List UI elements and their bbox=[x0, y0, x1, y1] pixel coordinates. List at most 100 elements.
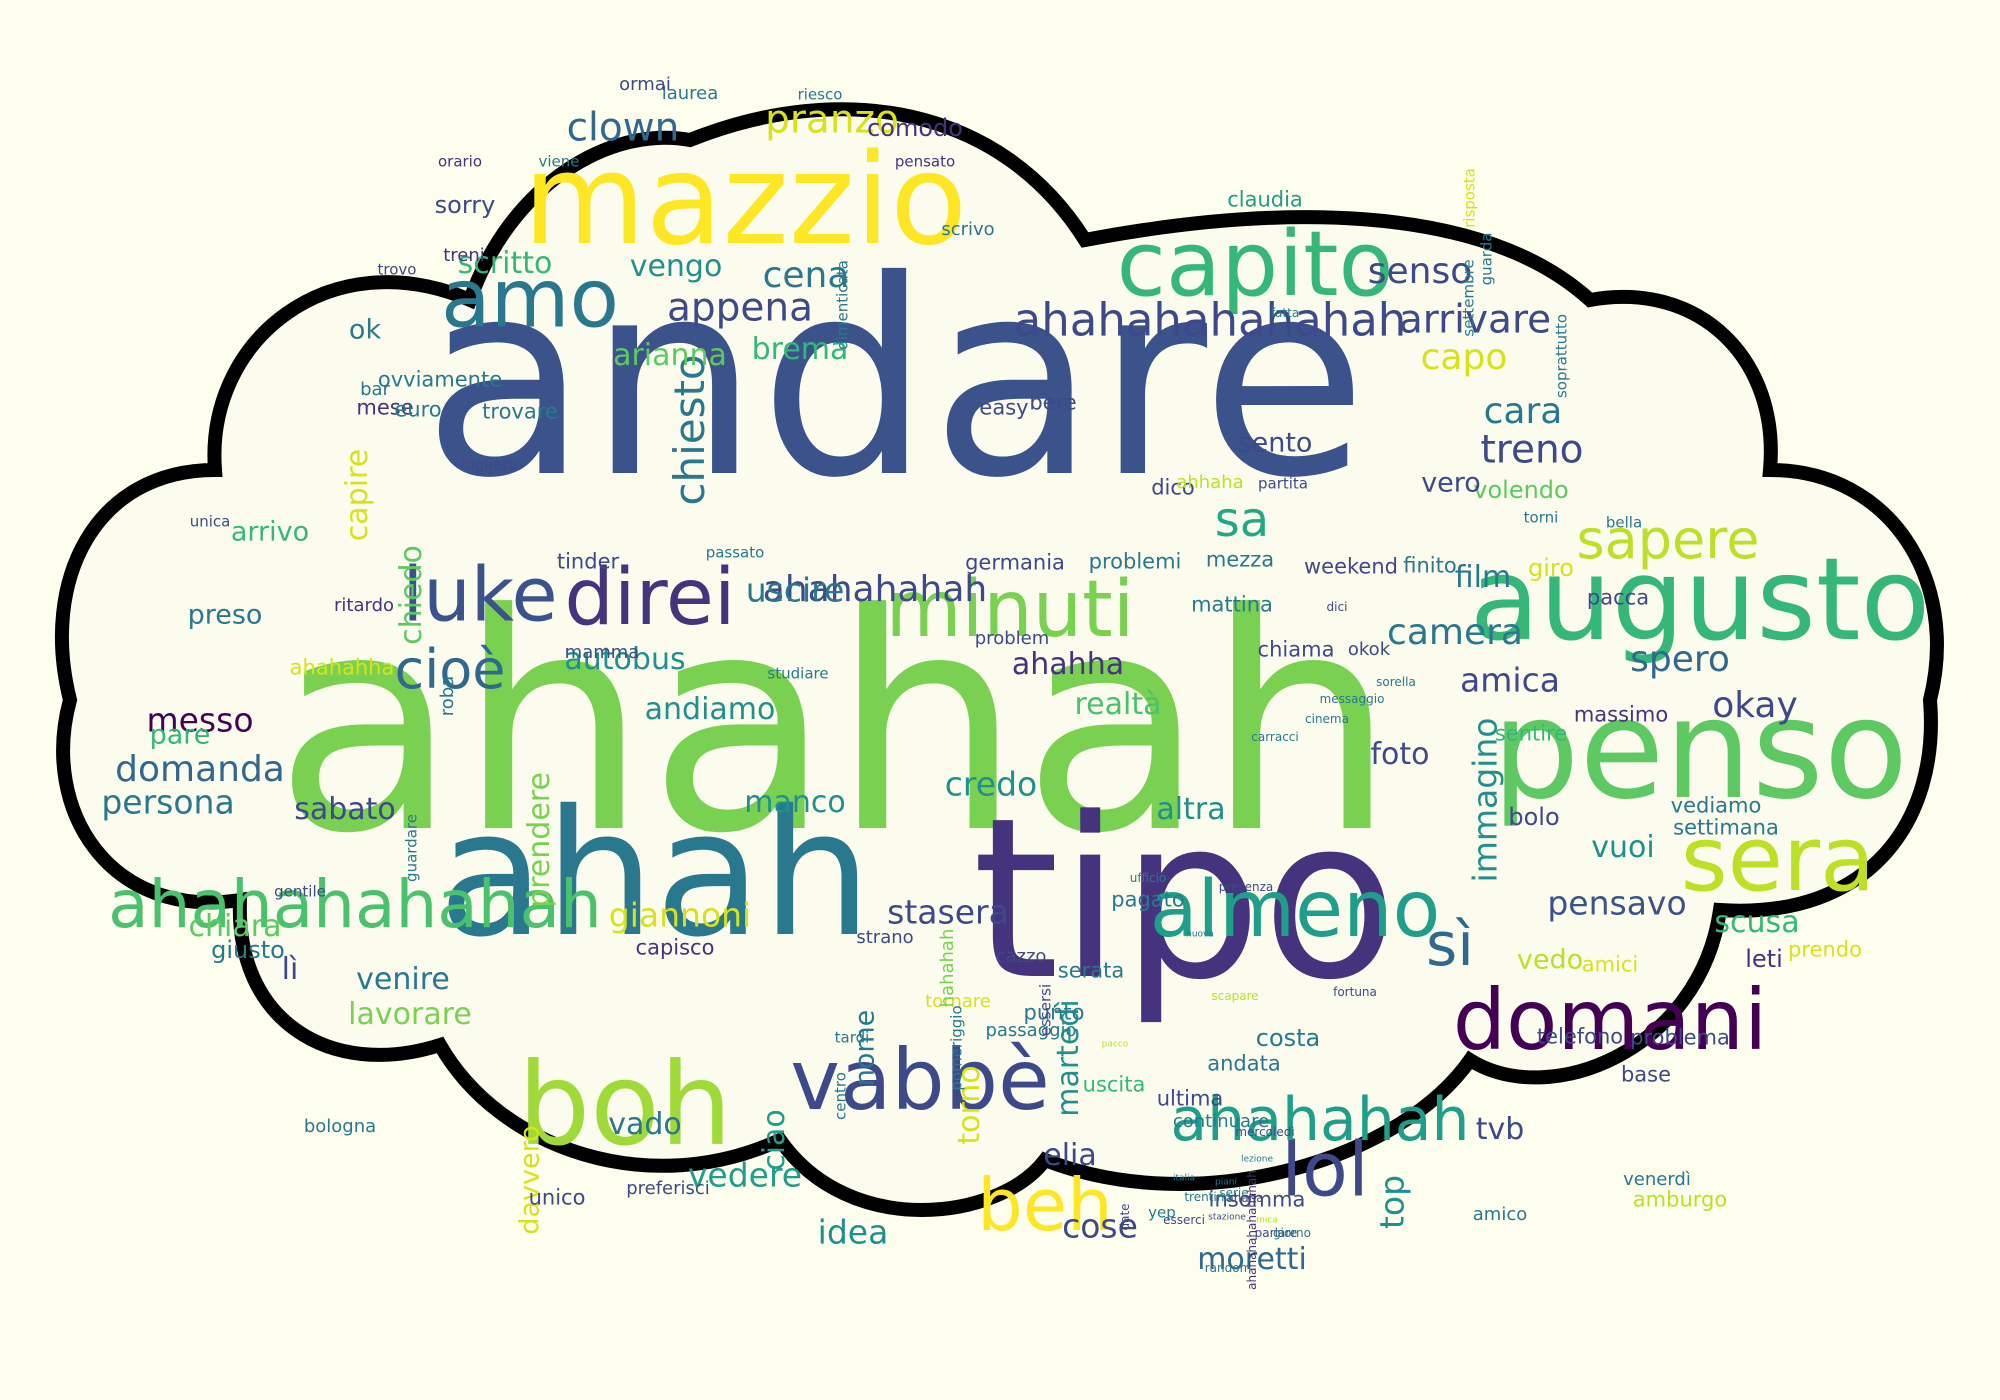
word-soprattutto: soprattutto bbox=[1552, 313, 1571, 399]
word-trovare: trovare bbox=[482, 399, 558, 424]
word-li: lì bbox=[281, 952, 299, 987]
word-fortuna: fortuna bbox=[1333, 985, 1377, 999]
word-camera: camera bbox=[1387, 612, 1523, 653]
word-dimenticata: dimenticata bbox=[833, 260, 852, 350]
word-easy: easy bbox=[979, 395, 1029, 420]
word-euro: euro bbox=[394, 397, 442, 422]
word-okay: okay bbox=[1712, 685, 1798, 726]
word-appena: appena bbox=[666, 285, 814, 331]
word-penso: penso bbox=[1491, 669, 1909, 830]
word-luke: luke bbox=[402, 550, 558, 639]
word-pensato: pensato bbox=[894, 152, 956, 171]
word-unico: unico bbox=[528, 1185, 586, 1210]
word-costa: costa bbox=[1255, 1024, 1321, 1052]
word-capire: capire bbox=[340, 448, 375, 542]
word-persona: persona bbox=[101, 782, 235, 822]
word-arrivare: arrivare bbox=[1398, 297, 1552, 343]
word-viene: viene bbox=[538, 152, 580, 171]
word-cara: cara bbox=[1483, 391, 1563, 432]
word-tinder: tinder bbox=[556, 549, 620, 574]
word-amica: amica bbox=[1460, 660, 1560, 700]
word-almeno: almeno bbox=[1149, 865, 1441, 955]
word-cena: cena bbox=[762, 255, 850, 296]
word-vabbe: vabbè bbox=[790, 1031, 1050, 1129]
word-trentino: trentino bbox=[1184, 1190, 1232, 1204]
word-giro: giro bbox=[1528, 554, 1574, 582]
word-dico: dico bbox=[1151, 475, 1195, 500]
word-ahah: ahah bbox=[438, 773, 872, 976]
word-realta: realtà bbox=[1074, 687, 1162, 722]
word-boh: boh bbox=[517, 1038, 733, 1171]
word-volendo: volendo bbox=[1473, 476, 1569, 504]
word-parlare: parlare bbox=[1254, 1226, 1298, 1240]
word-mica: mica bbox=[1256, 1215, 1278, 1226]
word-italia: italia bbox=[1172, 1173, 1196, 1184]
word-amo: amo bbox=[440, 252, 620, 347]
word-tornare: tornare bbox=[925, 991, 991, 1012]
word-amico: amico bbox=[1472, 1204, 1528, 1225]
word-problema: problema bbox=[1630, 1025, 1730, 1050]
word-studiare: studiare bbox=[767, 664, 829, 683]
word-elia: elia bbox=[1043, 1138, 1097, 1173]
word-problemi: problemi bbox=[1088, 549, 1182, 574]
word-capisco: capisco bbox=[635, 935, 715, 960]
word-ufficio: ufficio bbox=[1129, 871, 1167, 885]
word-messaggio: messaggio bbox=[1319, 692, 1385, 706]
word-vuoi: vuoi bbox=[1591, 830, 1655, 865]
word-vediamo: vediamo bbox=[1670, 793, 1762, 818]
word-hahahah: hahahah bbox=[937, 928, 958, 1008]
word-pacco: pacco bbox=[1101, 1039, 1129, 1050]
word-random: random bbox=[1204, 1261, 1252, 1275]
word-bolo: bolo bbox=[1508, 803, 1560, 831]
word-trovo: trovo bbox=[377, 260, 417, 279]
word-treno: treno bbox=[1480, 427, 1584, 473]
word-andare: andare bbox=[422, 222, 1368, 537]
word-ahhaha: ahhaha bbox=[1176, 472, 1244, 493]
word-ritardo: ritardo bbox=[333, 595, 395, 616]
word-roba: roba bbox=[437, 675, 458, 717]
word-scapare: scapare bbox=[1211, 989, 1259, 1003]
word-messo: messo bbox=[146, 700, 254, 740]
word-treni: treni bbox=[443, 245, 485, 266]
word-venerdi: venerdì bbox=[1623, 1169, 1691, 1190]
word-cazzo: cazzo bbox=[995, 946, 1047, 967]
word-altra: altra bbox=[1156, 792, 1226, 827]
word-direi: direi bbox=[564, 553, 736, 643]
word-domani: domani bbox=[1452, 971, 1768, 1069]
word-guarda: guarda bbox=[1477, 232, 1496, 286]
word-scusa: scusa bbox=[1714, 905, 1800, 940]
word-minuti: minuti bbox=[885, 565, 1135, 655]
word-fatta: fatta bbox=[1270, 306, 1300, 320]
word-ok: ok bbox=[348, 314, 382, 346]
word-ahahah: ahahah bbox=[274, 550, 1396, 899]
word-sentire: sentire bbox=[1494, 721, 1568, 746]
word-carracci: carracci bbox=[1251, 730, 1299, 744]
word-ahahahahah: ahahahahah bbox=[762, 569, 988, 610]
word-sorella: sorella bbox=[1376, 675, 1416, 689]
word-lol: lol bbox=[1281, 1125, 1369, 1214]
word-andata: andata bbox=[1207, 1051, 1281, 1076]
word-domanda: domanda bbox=[115, 749, 285, 790]
word-chiama: chiama bbox=[1257, 637, 1335, 662]
word-chiedo: chiedo bbox=[394, 545, 429, 645]
word-vado: vado bbox=[608, 1107, 682, 1142]
word-vengo: vengo bbox=[629, 249, 723, 284]
word-gentile: gentile bbox=[274, 882, 326, 901]
word-stasera: stasera bbox=[887, 892, 1009, 932]
word-biglietto: biglietto bbox=[461, 455, 523, 474]
word-leti: leti bbox=[1745, 945, 1783, 973]
word-bar: bar bbox=[360, 379, 390, 400]
word-spero: spero bbox=[1630, 639, 1730, 680]
word-okok: okok bbox=[1347, 639, 1391, 660]
word-vedere: vedere bbox=[687, 1155, 803, 1195]
word-sabato: sabato bbox=[294, 792, 396, 827]
word-film: film bbox=[1454, 560, 1512, 595]
word-telefono: telefono bbox=[1536, 1024, 1624, 1049]
word-cioe: cioè bbox=[394, 638, 506, 701]
word-presenza: presenza bbox=[1218, 880, 1274, 894]
word-ahahahah: ahahahah bbox=[1170, 1085, 1470, 1155]
word-piani: piani bbox=[1215, 1177, 1237, 1188]
word-pare: pare bbox=[149, 719, 211, 751]
word-scrivo: scrivo bbox=[941, 219, 995, 240]
word-finito: finito bbox=[1403, 553, 1457, 578]
